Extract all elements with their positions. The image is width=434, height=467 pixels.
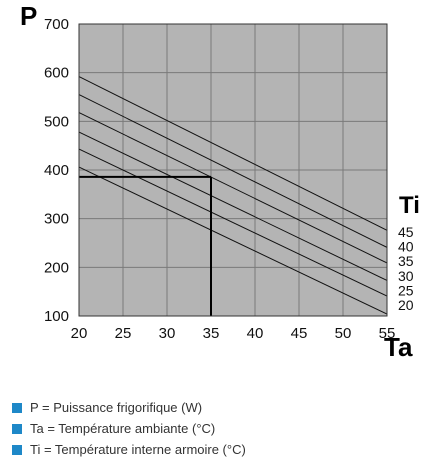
y-tick-label: 700 bbox=[44, 16, 69, 33]
legend-marker bbox=[12, 423, 22, 434]
y-tick-label: 400 bbox=[44, 162, 69, 179]
series-label-ti-20: 20 bbox=[398, 297, 414, 313]
series-label-ti-40: 40 bbox=[398, 239, 414, 255]
legend: P = Puissance frigorifique (W) Ta = Temp… bbox=[12, 397, 246, 460]
y-tick-label: 500 bbox=[44, 113, 69, 130]
y-tick-label: 600 bbox=[44, 65, 69, 82]
y-tick-label: 300 bbox=[44, 211, 69, 228]
series-line-ti-20 bbox=[78, 166, 388, 315]
legend-marker bbox=[12, 444, 22, 455]
series-line-ti-25 bbox=[78, 148, 388, 297]
x-tick-label: 35 bbox=[203, 325, 220, 342]
x-tick-label: 30 bbox=[159, 325, 176, 342]
legend-text: Ti = Température interne armoire (°C) bbox=[30, 442, 246, 457]
series-title: Ti bbox=[399, 192, 420, 219]
series-label-ti-35: 35 bbox=[398, 253, 414, 269]
series-lines bbox=[78, 76, 388, 315]
series-label-ti-30: 30 bbox=[398, 268, 414, 284]
legend-item-ta: Ta = Température ambiante (°C) bbox=[12, 418, 246, 439]
legend-text: Ta = Température ambiante (°C) bbox=[30, 421, 216, 436]
x-tick-label: 55 bbox=[379, 325, 396, 342]
plot-border bbox=[78, 23, 388, 317]
series-label-ti-45: 45 bbox=[398, 224, 414, 240]
y-axis-label: P bbox=[20, 1, 37, 31]
series-line-ti-45 bbox=[78, 76, 388, 231]
series-line-ti-40 bbox=[78, 94, 388, 248]
legend-item-p: P = Puissance frigorifique (W) bbox=[12, 397, 246, 418]
x-tick-labels: 20 25 30 35 40 45 50 55 bbox=[71, 325, 396, 342]
series-label-ti-25: 25 bbox=[398, 282, 414, 298]
x-tick-label: 25 bbox=[115, 325, 132, 342]
x-tick-label: 50 bbox=[335, 325, 352, 342]
y-tick-label: 100 bbox=[44, 308, 69, 325]
legend-text: P = Puissance frigorifique (W) bbox=[30, 400, 203, 415]
x-tick-label: 45 bbox=[291, 325, 308, 342]
series-line-ti-30 bbox=[78, 131, 388, 281]
x-axis-label: Ta bbox=[384, 332, 413, 362]
reference-lines bbox=[79, 175, 212, 316]
x-tick-label: 40 bbox=[247, 325, 264, 342]
y-tick-label: 200 bbox=[44, 259, 69, 276]
y-tick-labels: 100 200 300 400 500 600 700 bbox=[44, 16, 69, 325]
x-tick-label: 20 bbox=[71, 325, 88, 342]
legend-marker bbox=[12, 402, 22, 413]
legend-item-ti: Ti = Température interne armoire (°C) bbox=[12, 439, 246, 460]
series-line-ti-35 bbox=[78, 112, 388, 264]
